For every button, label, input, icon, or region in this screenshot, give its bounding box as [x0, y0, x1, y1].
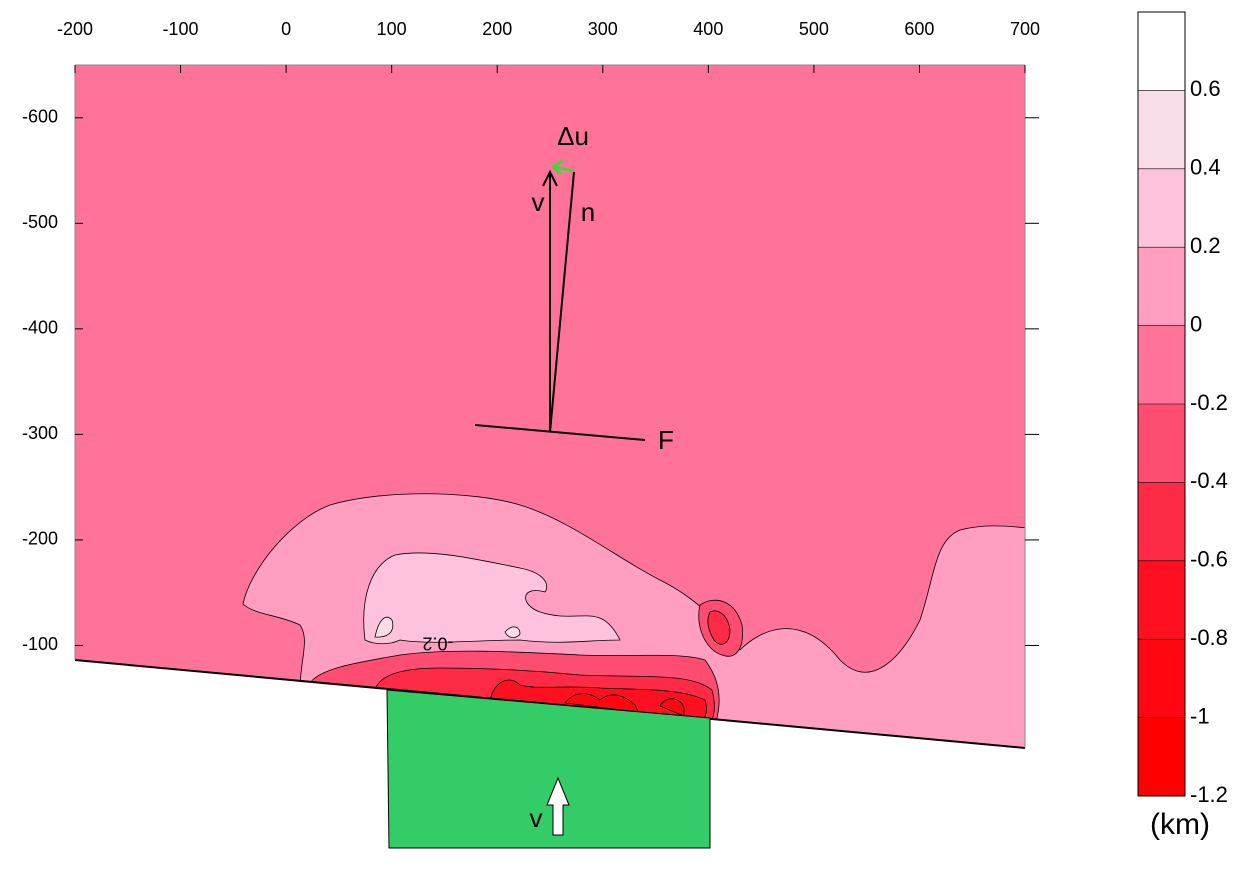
y-tick-label: -400	[22, 318, 58, 338]
colorbar-band	[1138, 482, 1185, 561]
colorbar-band	[1138, 325, 1185, 404]
contour-band	[564, 693, 685, 717]
colorbar-unit: (km)	[1150, 808, 1210, 841]
y-tick-label: -200	[22, 529, 58, 549]
colorbar-tick-label: -0.2	[1190, 390, 1228, 415]
colorbar-tick-label: 0.6	[1190, 76, 1221, 101]
colorbar-band	[1138, 639, 1185, 718]
x-tick-label: 200	[482, 19, 512, 39]
colorbar-tick-label: -0.4	[1190, 468, 1228, 493]
x-tick-label: 600	[904, 19, 934, 39]
colorbar-band	[1138, 404, 1185, 483]
colorbar-tick-label: -1.2	[1190, 782, 1228, 807]
colorbar-band	[1138, 247, 1185, 326]
n-vector	[549, 171, 575, 433]
n-label: n	[581, 197, 595, 227]
x-tick-label: 0	[281, 19, 291, 39]
x-tick-label: 100	[377, 19, 407, 39]
vectors	[474, 169, 646, 441]
colorbar-band	[1138, 717, 1185, 796]
x-tick-label: 300	[588, 19, 618, 39]
colorbar-band	[1138, 12, 1185, 91]
fault-label: F	[658, 425, 674, 455]
velocity-arrow	[546, 776, 570, 836]
du-vector	[550, 159, 575, 175]
colorbar-band	[1138, 90, 1185, 169]
colorbar-tick-label: 0.2	[1190, 233, 1221, 258]
colorbar-tick-label: -1	[1190, 703, 1210, 728]
x-tick-label: -100	[163, 19, 199, 39]
colorbar-tick-label: -0.6	[1190, 547, 1228, 572]
fault-line	[474, 424, 646, 441]
x-tick-label: -200	[57, 19, 93, 39]
contour-band	[363, 552, 621, 645]
du-label: Δu	[557, 121, 589, 151]
contour-band	[374, 616, 521, 638]
v-arrowhead	[542, 169, 558, 187]
colorbar-tick-label: 0.4	[1190, 155, 1221, 180]
du-arrowhead	[550, 159, 564, 175]
y-tick-label: -500	[22, 212, 58, 232]
colorbar: -1.2 -1 -0.8 -0.6 -0.4 -0.2 0 0.2 0.4 0.6	[1137, 11, 1228, 807]
y-tick-label: -600	[22, 107, 58, 127]
x-tick-label: 700	[1010, 19, 1040, 39]
v-label: v	[532, 187, 545, 217]
x-tick-label: 500	[799, 19, 829, 39]
moving-block	[386, 689, 711, 849]
colorbar-band	[1138, 560, 1185, 640]
y-tick-label: -300	[22, 423, 58, 443]
colorbar-tick-label: -0.8	[1190, 625, 1228, 650]
colorbar-tick-label: 0	[1190, 311, 1202, 336]
velocity-label: v	[530, 803, 543, 833]
contour-label: -0.2	[422, 633, 453, 653]
y-tick-label: -100	[22, 634, 58, 654]
du-line	[553, 165, 575, 173]
x-tick-label: 400	[693, 19, 723, 39]
colorbar-band	[1138, 168, 1185, 248]
